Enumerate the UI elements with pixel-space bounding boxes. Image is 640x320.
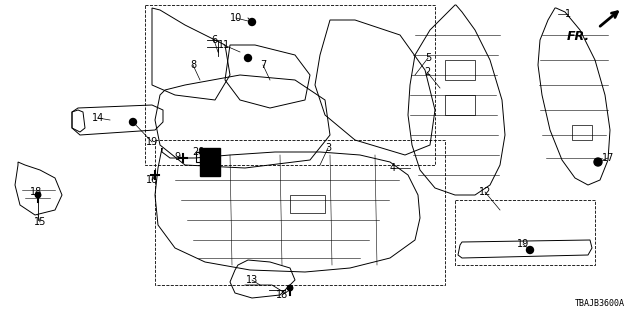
Text: 1: 1 [565,9,571,19]
Text: 18: 18 [30,187,42,197]
Text: TBAJB3600A: TBAJB3600A [575,299,625,308]
Bar [145,5,435,165]
Text: 20: 20 [192,147,204,157]
Text: 7: 7 [260,60,266,70]
Bar [455,200,595,265]
Circle shape [594,158,602,166]
Circle shape [287,285,292,291]
Text: 16: 16 [146,175,158,185]
Text: 10: 10 [230,13,242,23]
Text: 4: 4 [390,163,396,173]
Bar [572,125,592,140]
Text: 6: 6 [211,35,217,45]
Text: 13: 13 [246,275,258,285]
Text: 15: 15 [34,217,46,227]
Text: 5: 5 [425,53,431,63]
Circle shape [248,19,255,26]
Bar [200,148,220,176]
Text: 9: 9 [174,152,180,162]
Bar [445,60,475,80]
Bar [155,140,445,285]
Text: 18: 18 [276,290,288,300]
Text: 19: 19 [517,239,529,249]
Bar [290,195,325,213]
Circle shape [35,192,41,198]
Bar [445,95,475,115]
Text: 14: 14 [92,113,104,123]
Text: FR.: FR. [567,30,590,43]
Text: 12: 12 [479,187,491,197]
Circle shape [129,118,136,125]
Text: 2: 2 [424,67,430,77]
Text: 19: 19 [146,137,158,147]
Text: 8: 8 [190,60,196,70]
Circle shape [244,54,252,61]
Circle shape [527,246,534,253]
Text: 17: 17 [602,153,614,163]
Text: 3: 3 [325,143,331,153]
Bar [196,152,208,162]
Text: 11: 11 [218,40,230,50]
